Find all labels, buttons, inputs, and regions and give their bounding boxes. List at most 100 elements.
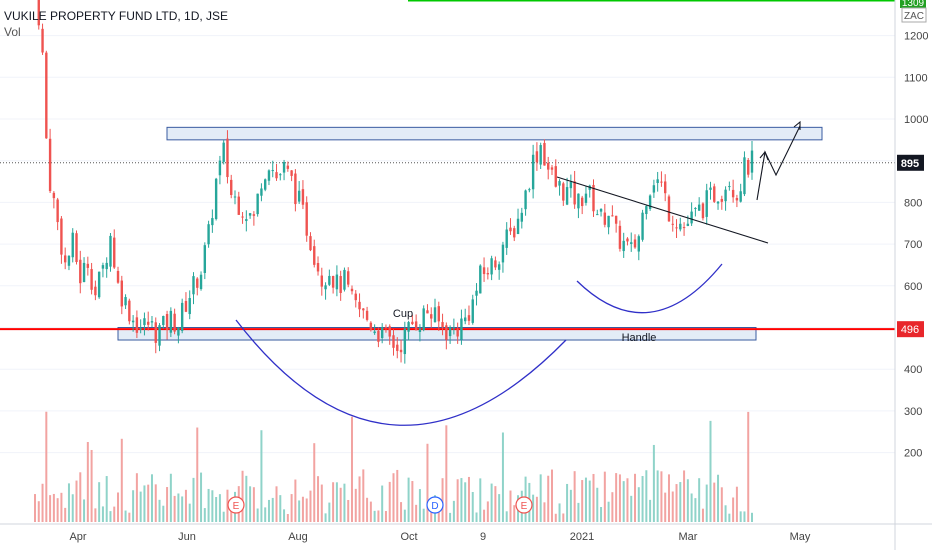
candle-body: [267, 170, 271, 181]
volume-bar: [645, 470, 648, 522]
volume-bar: [158, 499, 161, 522]
volume-bar: [184, 489, 187, 522]
price-tick-label: 700: [904, 239, 922, 251]
candle-body: [279, 174, 282, 176]
volume-bar: [701, 508, 704, 522]
volume-bar: [513, 505, 516, 522]
volume-bar: [98, 482, 101, 522]
currency-badge-label: ZAC: [904, 11, 924, 22]
volume-bar: [335, 482, 338, 522]
price-tick-label: 1200: [904, 31, 928, 43]
volume-bar: [105, 476, 108, 522]
candle-body: [275, 172, 278, 179]
volume-bar: [279, 495, 282, 522]
volume-bar: [467, 476, 470, 522]
volume-bar: [550, 469, 553, 522]
volume-bar: [743, 511, 746, 522]
candles: [37, 0, 754, 364]
volume-bar: [324, 513, 327, 522]
volume-bar: [388, 481, 391, 522]
volume-bar: [532, 494, 535, 522]
volume-bar: [41, 483, 44, 522]
resistance-zone: [166, 126, 823, 141]
candle-body: [109, 235, 112, 267]
candle-body: [501, 244, 505, 263]
volume-bar: [664, 492, 667, 522]
candle-body: [154, 322, 157, 343]
volume-bar: [630, 495, 633, 522]
volume-bar: [656, 470, 659, 522]
candle-body: [697, 204, 701, 211]
candle-body: [743, 157, 746, 195]
volume-bar: [403, 509, 406, 522]
volume-bar: [566, 483, 569, 522]
volume-bar: [747, 411, 750, 522]
top-price-tag-label: 1309: [902, 0, 925, 9]
event-marker-label: E: [521, 501, 528, 512]
candle-body: [113, 237, 116, 268]
candle-body: [716, 201, 720, 204]
candle-body: [652, 185, 656, 193]
volume-bar: [358, 476, 361, 522]
candle-body: [475, 290, 478, 296]
candle-body: [637, 236, 640, 252]
candle-body: [558, 181, 561, 186]
price-tick-label: 1100: [904, 72, 928, 84]
candle-body: [286, 165, 290, 169]
candle-body: [90, 269, 93, 290]
candle-body: [482, 267, 486, 275]
support-zone: [117, 327, 757, 341]
volume-bar: [275, 486, 278, 522]
candle-body: [184, 300, 188, 312]
volume-bar: [558, 503, 561, 522]
volume-bar: [671, 491, 674, 522]
candle-body: [441, 322, 444, 328]
candle-body: [101, 265, 105, 269]
volume-bar: [166, 487, 169, 522]
candle-body: [237, 196, 240, 215]
volume-bar: [735, 486, 738, 522]
candle-body: [79, 259, 82, 284]
candle-body: [479, 265, 482, 294]
volume-bar: [215, 497, 218, 522]
candle-body: [214, 178, 218, 220]
candle-body: [248, 213, 252, 216]
candle-body: [679, 223, 682, 230]
candle-body: [177, 327, 180, 336]
candle-body: [599, 208, 603, 212]
candle-body: [180, 302, 184, 331]
time-tick-label: Mar: [679, 531, 698, 543]
price-tick-label: 400: [904, 364, 922, 376]
volume-bar: [456, 479, 459, 522]
candle-body: [309, 236, 312, 251]
candle-body: [607, 215, 610, 228]
volume-bar: [717, 474, 720, 522]
volume-bar: [724, 505, 727, 522]
candle-body: [694, 207, 697, 209]
candle-body: [531, 154, 535, 190]
volume-bar: [618, 474, 621, 522]
candle-body: [664, 181, 667, 194]
event-marker: [515, 496, 533, 514]
volume-bar: [339, 487, 342, 522]
candle-body: [56, 199, 59, 223]
candle-body: [388, 326, 391, 337]
volume-bar: [120, 438, 123, 522]
candle-body: [203, 245, 207, 273]
volume-bar: [490, 483, 493, 522]
candle-body: [384, 327, 388, 329]
volume-bar: [169, 473, 172, 522]
candle-body: [67, 255, 71, 266]
volume-bar: [200, 472, 203, 522]
candle-body: [45, 52, 48, 139]
event-marker-label: E: [233, 501, 240, 512]
volume-bar: [475, 512, 478, 522]
candle-body: [128, 300, 131, 322]
volume-bar: [45, 411, 48, 522]
candle-body: [739, 191, 742, 202]
candle-body: [448, 327, 452, 337]
candle-body: [713, 186, 716, 202]
candle-body: [407, 322, 410, 332]
